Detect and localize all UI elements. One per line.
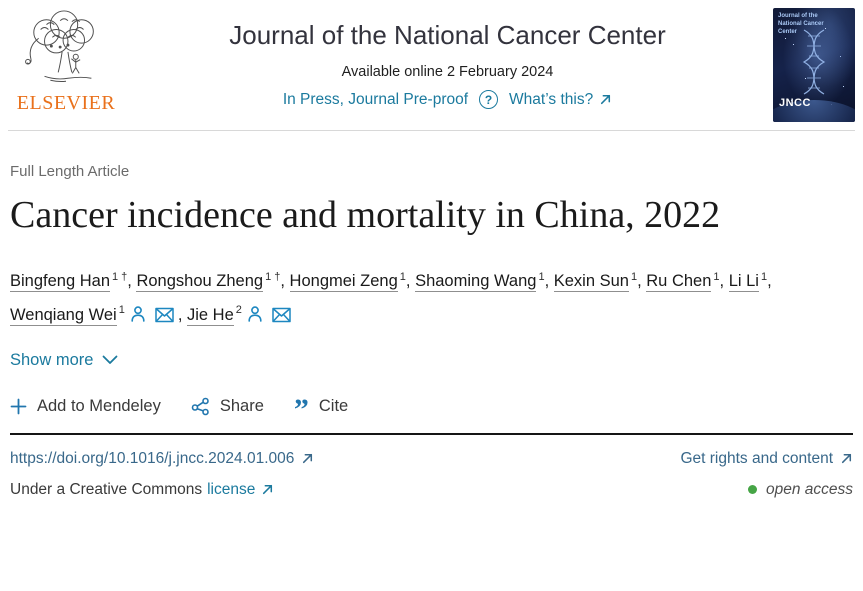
license-statement: Under a Creative Commons license xyxy=(10,481,274,499)
content-divider xyxy=(10,432,853,435)
license-link-label: license xyxy=(207,480,256,498)
email-icon[interactable] xyxy=(272,307,291,323)
author-affiliation-superscript: 2 xyxy=(235,304,242,317)
author-link[interactable]: Rongshou Zheng 1 † xyxy=(136,270,281,293)
author-list: Bingfeng Han 1 †, Rongshou Zheng 1 †, Hong… xyxy=(10,270,772,326)
cover-planet-art xyxy=(773,100,855,122)
author-name[interactable]: Bingfeng Han xyxy=(10,272,110,293)
author-name[interactable]: Li Li xyxy=(728,272,759,293)
author-name[interactable]: Wenqiang Wei xyxy=(10,305,117,326)
article-type-label: Full Length Article xyxy=(10,163,130,180)
show-more-link[interactable]: Show more xyxy=(10,351,118,370)
author-link[interactable]: Li Li 1 xyxy=(728,270,768,293)
external-link-arrow-icon xyxy=(263,485,273,495)
author-profile-icon[interactable] xyxy=(246,305,264,323)
show-more-label: Show more xyxy=(10,350,94,369)
author-affiliation-superscript: 1 xyxy=(399,270,406,283)
doi-link[interactable]: https://doi.org/10.1016/j.jncc.2024.01.0… xyxy=(10,450,314,468)
quote-icon: ” xyxy=(293,393,309,427)
license-row: Under a Creative Commons license open ac… xyxy=(10,481,853,499)
article-title: Cancer incidence and mortality in China,… xyxy=(10,194,721,236)
plus-icon xyxy=(10,398,27,415)
author-link[interactable]: Kexin Sun 1 xyxy=(553,270,638,293)
cover-dna-helix-art xyxy=(802,29,826,95)
elsevier-logo[interactable]: ELSEVIER xyxy=(10,8,122,115)
whats-this-link[interactable]: What’s this? xyxy=(509,91,612,109)
author-link[interactable]: Bingfeng Han 1 † xyxy=(10,270,128,293)
article-toolbar: Add to Mendeley Share ” Cite xyxy=(10,393,853,427)
author-name[interactable]: Shaoming Wang xyxy=(415,272,537,293)
open-access-dot-icon xyxy=(747,485,757,495)
help-circle-icon[interactable]: ? xyxy=(479,90,499,109)
author-link[interactable]: Ru Chen 1 xyxy=(646,270,720,293)
author-affiliation-superscript: 1 xyxy=(760,270,768,283)
author-affiliation-superscript: 1 † xyxy=(112,270,128,283)
journal-cover-thumbnail[interactable]: Journal of the National Cancer Center JN… xyxy=(773,8,855,122)
author-name[interactable]: Kexin Sun xyxy=(553,272,629,293)
in-press-link[interactable]: In Press, Journal Pre-proof xyxy=(282,90,469,108)
cover-journal-title: Journal of the National Cancer Center xyxy=(778,13,824,35)
elsevier-tree-icon xyxy=(25,10,94,83)
license-prefix-text: Under a Creative Commons xyxy=(10,480,203,498)
author-link[interactable]: Wenqiang Wei 1 xyxy=(10,304,125,326)
license-link[interactable]: license xyxy=(207,481,274,499)
available-online-text: Available online 2 February 2024 xyxy=(341,64,554,80)
elsevier-wordmark: ELSEVIER xyxy=(16,92,116,114)
share-icon xyxy=(191,397,209,416)
cite-button[interactable]: ” Cite xyxy=(293,393,349,427)
whats-this-label: What’s this? xyxy=(509,90,594,108)
add-to-mendeley-label: Add to Mendeley xyxy=(37,396,161,415)
page-header: ELSEVIER Journal of the National Cancer … xyxy=(0,0,863,122)
author-affiliation-superscript: 1 † xyxy=(265,270,281,283)
cite-label: Cite xyxy=(318,396,349,415)
add-to-mendeley-button[interactable]: Add to Mendeley xyxy=(10,397,161,416)
header-divider xyxy=(8,130,855,131)
author-affiliation-superscript: 1 xyxy=(538,270,545,283)
cover-starfield xyxy=(773,8,855,122)
journal-banner: Journal of the National Cancer Center Av… xyxy=(122,8,773,109)
author-name[interactable]: Ru Chen xyxy=(646,272,712,293)
cover-journal-abbrev: JNCC xyxy=(779,97,811,109)
author-affiliation-superscript: 1 xyxy=(630,270,638,283)
chevron-down-icon xyxy=(103,355,118,365)
open-access-label: open access xyxy=(765,480,853,498)
email-icon[interactable] xyxy=(155,307,174,323)
external-link-arrow-icon xyxy=(601,94,611,105)
doi-rights-row: https://doi.org/10.1016/j.jncc.2024.01.0… xyxy=(10,450,853,468)
doi-text: https://doi.org/10.1016/j.jncc.2024.01.0… xyxy=(10,449,295,467)
journal-title-link[interactable]: Journal of the National Cancer Center xyxy=(229,20,666,50)
author-link[interactable]: Hongmei Zeng 1 xyxy=(289,270,406,293)
author-name[interactable]: Hongmei Zeng xyxy=(289,272,398,293)
share-label: Share xyxy=(219,396,264,415)
external-link-arrow-icon xyxy=(841,454,852,464)
in-press-row: In Press, Journal Pre-proof ? What’s thi… xyxy=(122,90,773,109)
open-access-badge: open access xyxy=(747,480,853,499)
help-glyph: ? xyxy=(484,92,493,107)
author-profile-icon[interactable] xyxy=(129,305,147,323)
author-name[interactable]: Rongshou Zheng xyxy=(136,272,264,293)
author-link[interactable]: Shaoming Wang 1 xyxy=(415,270,545,293)
share-button[interactable]: Share xyxy=(191,397,264,416)
article-header-section: Full Length Article Cancer incidence and… xyxy=(0,163,863,499)
author-name[interactable]: Jie He xyxy=(187,305,234,326)
get-rights-link[interactable]: Get rights and content xyxy=(680,450,853,468)
external-link-arrow-icon xyxy=(303,454,313,464)
author-affiliation-superscript: 1 xyxy=(713,270,720,283)
get-rights-label: Get rights and content xyxy=(680,449,833,467)
author-link[interactable]: Jie He 2 xyxy=(187,304,242,326)
author-affiliation-superscript: 1 xyxy=(118,304,125,317)
